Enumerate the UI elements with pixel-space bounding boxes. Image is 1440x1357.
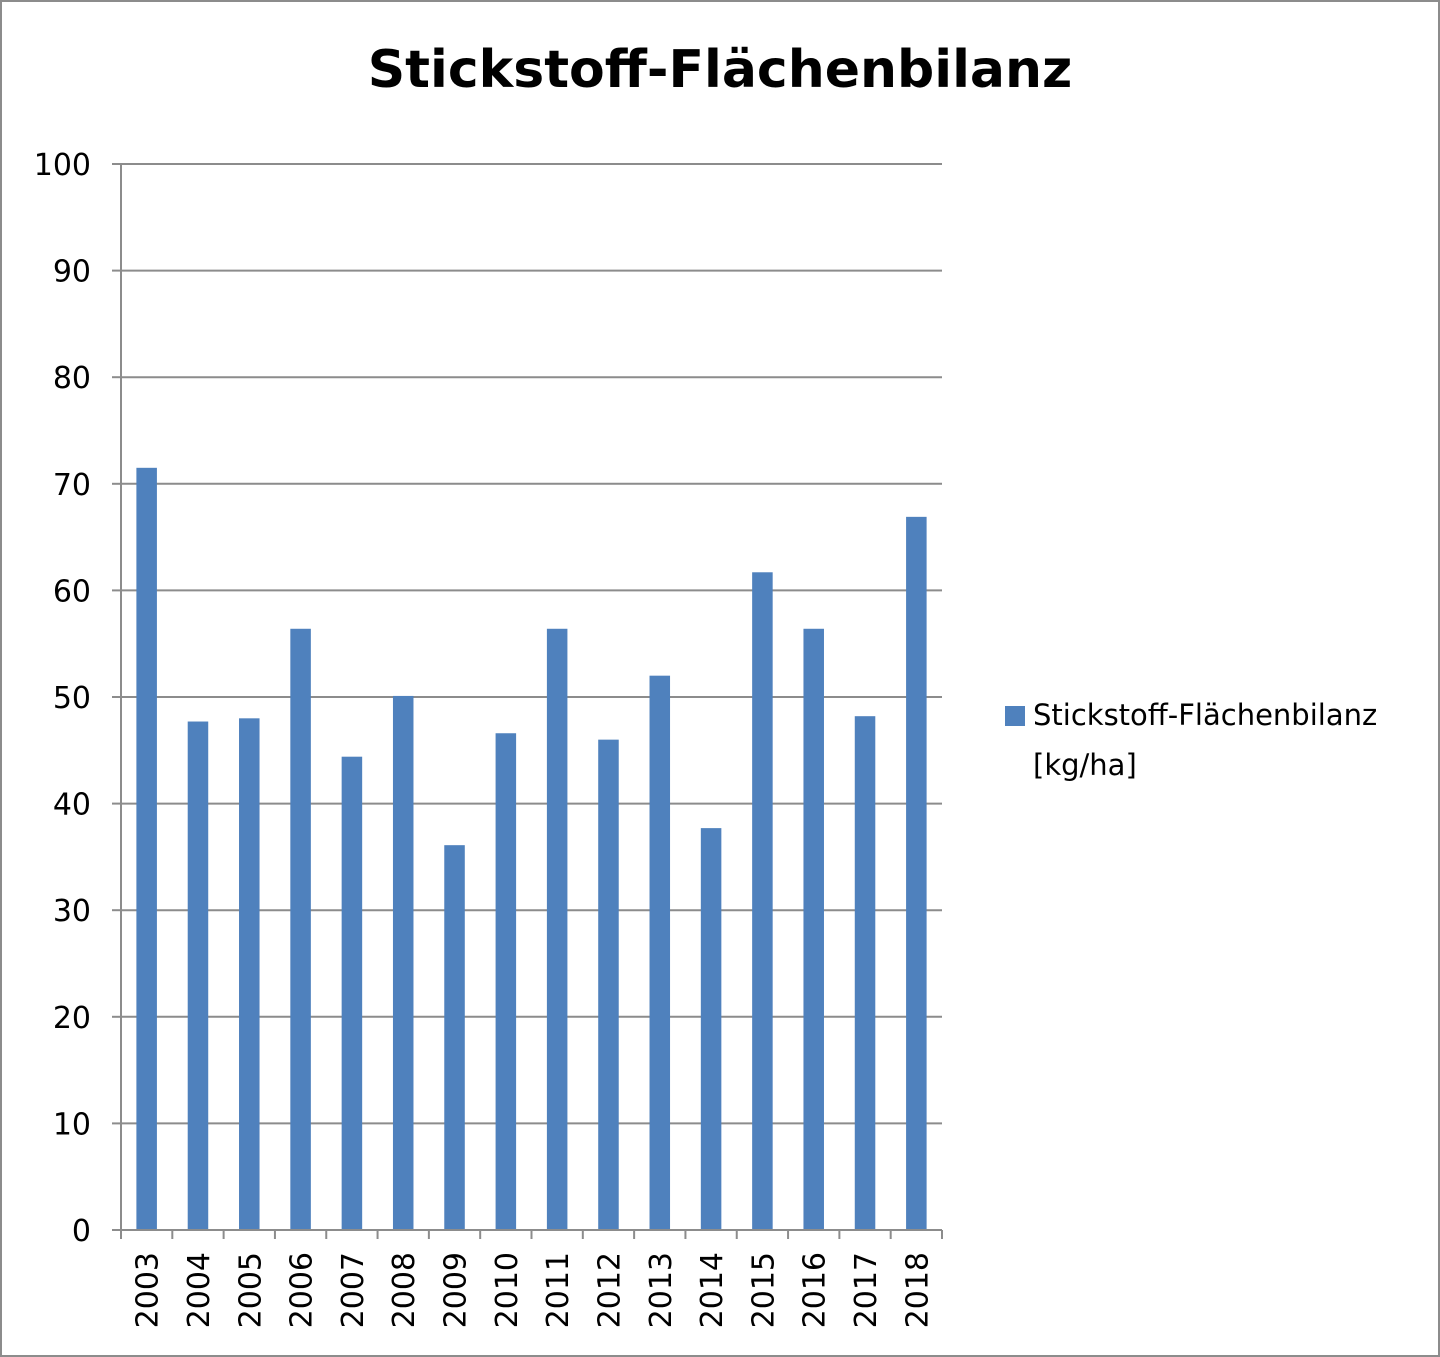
bar-2003 xyxy=(136,467,157,1230)
x-tick-label: 2005 xyxy=(233,1252,268,1328)
bar-2005 xyxy=(239,718,260,1230)
y-tick-label: 80 xyxy=(53,361,91,396)
bar-2004 xyxy=(187,721,209,1230)
bar-2008 xyxy=(392,695,414,1230)
y-tick-label: 30 xyxy=(53,894,91,929)
legend-swatch xyxy=(1005,706,1025,726)
bar-2018 xyxy=(906,516,927,1230)
x-tick-label: 2007 xyxy=(336,1252,371,1328)
y-tick-label: 10 xyxy=(53,1107,91,1142)
x-tick-label: 2015 xyxy=(746,1252,781,1328)
x-tick-label: 2013 xyxy=(644,1252,679,1328)
bar-2016 xyxy=(803,628,824,1230)
x-tick-label: 2006 xyxy=(285,1252,320,1328)
y-tick-label: 0 xyxy=(72,1214,91,1249)
x-tick-labels: 2003 2004 2005 2006 2007 2008 2009 2010 2011 2012… xyxy=(131,1252,936,1328)
legend-label: Stickstoff-Flächenbilanz [kg/ha] xyxy=(1033,698,1378,782)
bar-2013 xyxy=(649,675,671,1230)
y-tick-label: 70 xyxy=(53,468,91,503)
y-tick-label: 90 xyxy=(53,255,91,290)
axes xyxy=(112,163,943,1239)
x-tick-label: 2017 xyxy=(849,1252,884,1328)
bar-2014 xyxy=(700,828,722,1230)
x-tick-label: 2009 xyxy=(439,1252,474,1328)
x-tick-label: 2014 xyxy=(695,1252,730,1328)
x-tick-label: 2003 xyxy=(131,1252,166,1328)
bar-2011 xyxy=(546,628,568,1230)
y-tick-label: 20 xyxy=(53,1001,91,1036)
x-tick-label: 2016 xyxy=(798,1252,833,1328)
bar-2017 xyxy=(854,716,876,1230)
y-tick-label: 40 xyxy=(53,788,91,823)
bar-2006 xyxy=(290,628,311,1230)
bar-2010 xyxy=(495,733,517,1230)
x-tick-label: 2004 xyxy=(182,1252,217,1328)
x-tick-label: 2011 xyxy=(541,1252,576,1328)
bar-2015 xyxy=(752,572,773,1230)
y-tick-label: 60 xyxy=(53,574,91,609)
y-tick-label: 100 xyxy=(34,148,91,183)
bar-2007 xyxy=(341,756,363,1230)
y-tick-labels: 0 10 20 30 40 50 60 70 80 90 100 xyxy=(34,148,91,1249)
chart-title: Stickstoff-Flächenbilanz xyxy=(367,40,1073,100)
x-tick-label: 2010 xyxy=(490,1252,525,1328)
bar-2009 xyxy=(444,845,465,1230)
bars xyxy=(136,467,927,1230)
x-tick-label: 2018 xyxy=(900,1252,935,1328)
y-tick-label: 50 xyxy=(53,681,91,716)
bar-2012 xyxy=(598,739,619,1230)
x-tick-label: 2012 xyxy=(592,1252,627,1328)
x-tick-label: 2008 xyxy=(387,1252,422,1328)
